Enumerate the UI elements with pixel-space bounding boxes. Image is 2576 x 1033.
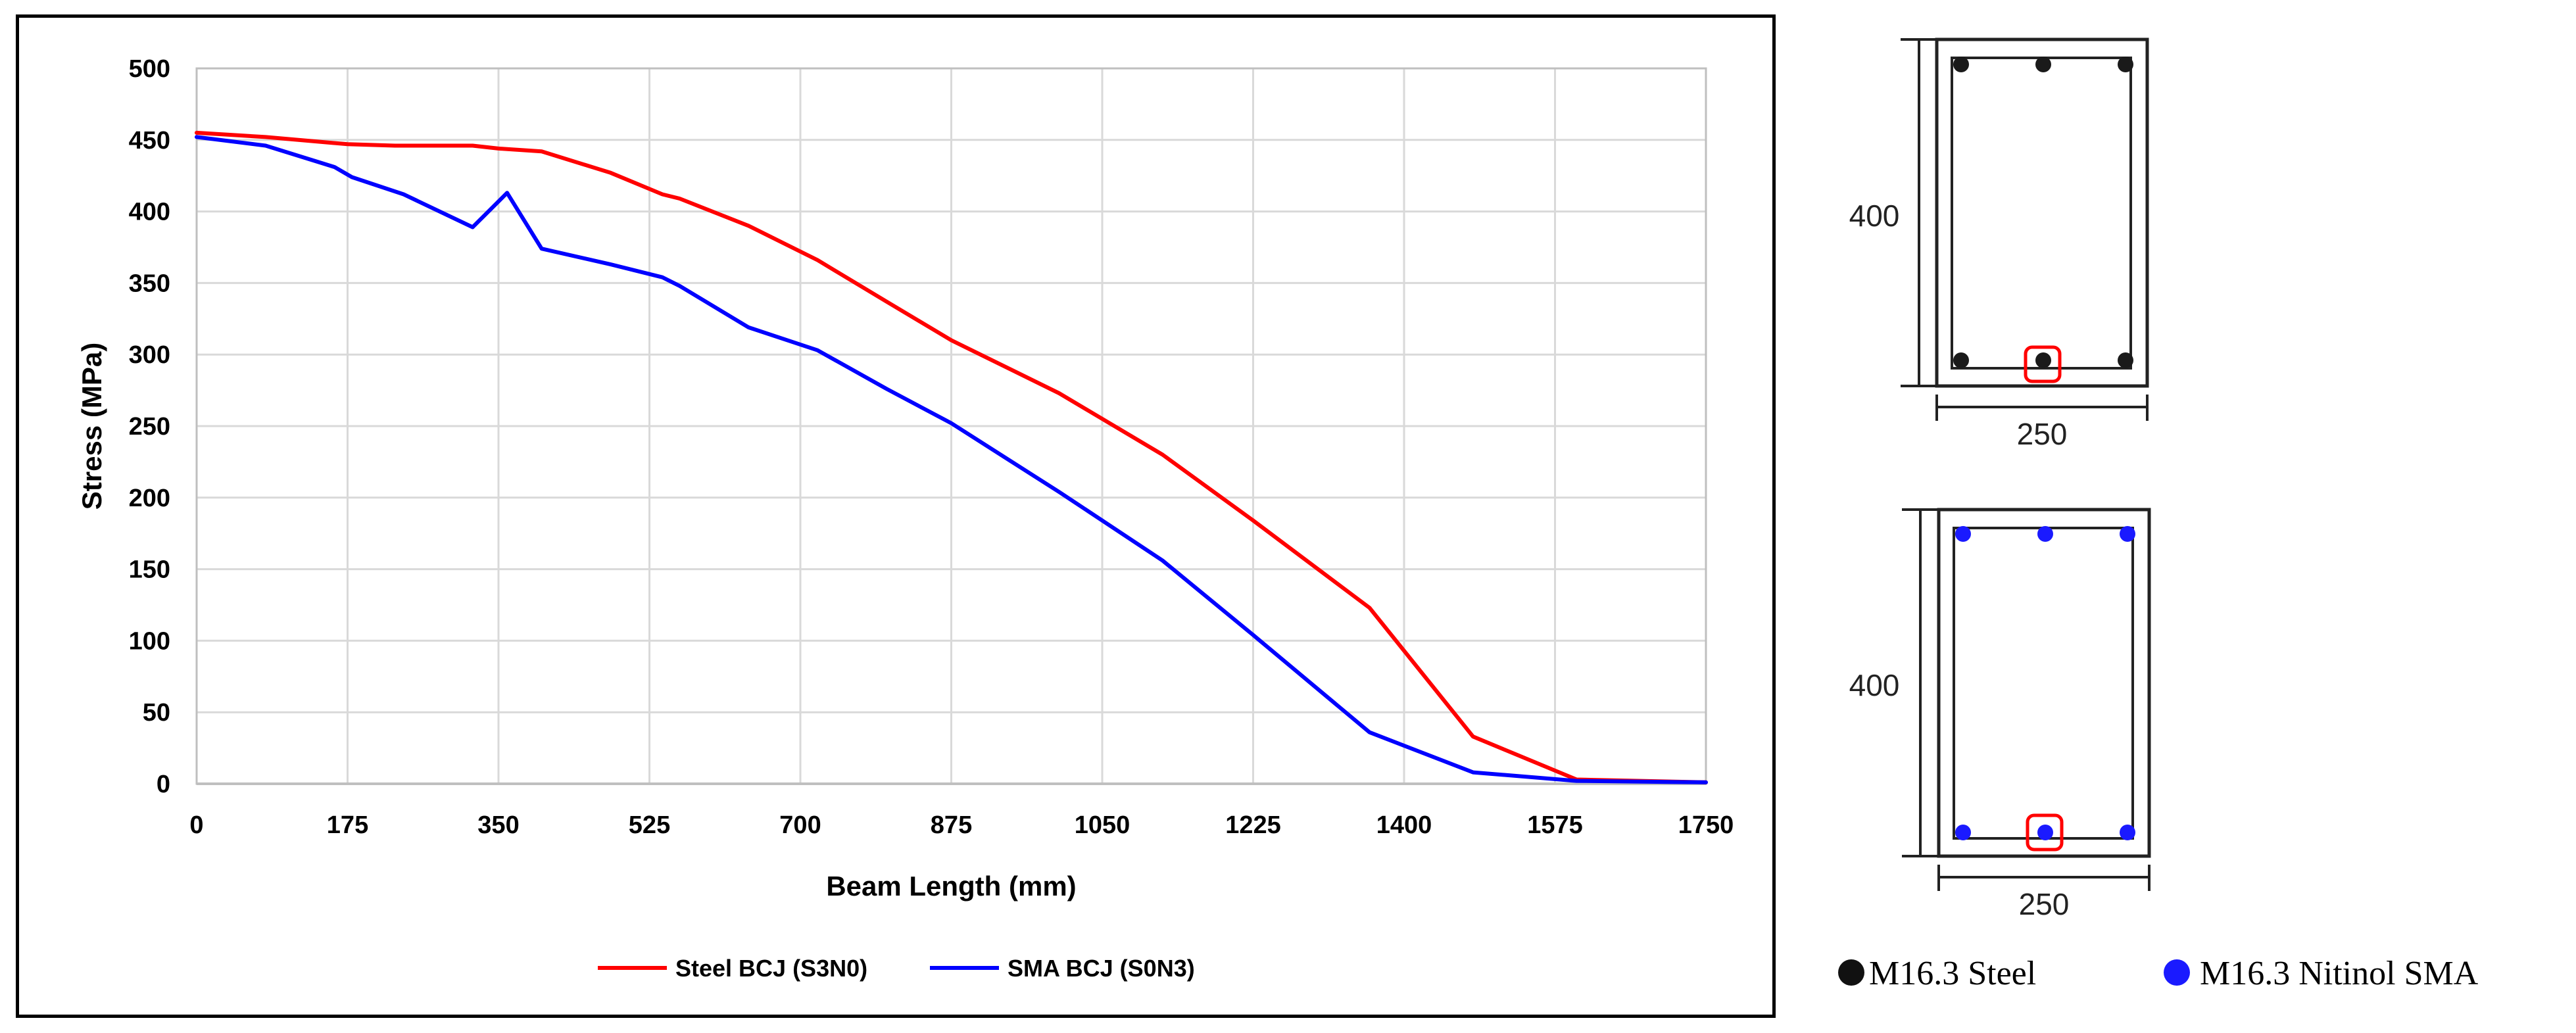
x-tick-label: 0 — [189, 811, 203, 839]
legend-label-steel: Steel BCJ (S3N0) — [675, 955, 867, 982]
height-label: 400 — [1849, 668, 1900, 702]
series-layer — [195, 130, 1708, 784]
width-label: 250 — [2019, 887, 2070, 921]
rebar-top-left — [1953, 57, 1969, 72]
x-tick-label: 1400 — [1376, 811, 1432, 839]
x-tick-label: 1575 — [1527, 811, 1583, 839]
width-label: 250 — [2017, 417, 2068, 451]
x-tick-label: 1050 — [1075, 811, 1130, 839]
chart-panel: 0 50 100 150 200 250 300 350 400 450 500 0 175 350 525… — [16, 14, 1776, 1018]
grid-layer — [195, 67, 1707, 785]
stress-chart: 0 50 100 150 200 250 300 350 400 450 500 0 175 350 525… — [76, 55, 1734, 982]
series-line-steel — [195, 130, 1708, 784]
y-tick-label: 350 — [129, 270, 170, 297]
y-axis-title: Stress (MPa) — [76, 343, 107, 510]
y-tick-label: 100 — [129, 627, 170, 655]
sma-bar-legend-marker — [2164, 959, 2190, 986]
y-tick-label: 450 — [129, 127, 170, 155]
rebar-bottom-middle — [2037, 825, 2053, 840]
y-tick-label: 250 — [129, 413, 170, 441]
highlighted-rebar-box — [2024, 345, 2062, 383]
x-tick-label: 525 — [629, 811, 670, 839]
rebar-top-right — [2120, 526, 2135, 542]
x-tick-label: 1750 — [1678, 811, 1734, 839]
legend-label-sma: SMA BCJ (S0N3) — [1008, 955, 1195, 982]
rebar-bottom-middle — [2035, 352, 2051, 368]
cross-sections: 400 250 400 250 M16.3 Steel — [1838, 37, 2479, 992]
x-tick-label: 875 — [931, 811, 972, 839]
x-tick-label: 700 — [779, 811, 821, 839]
rebar-top-middle — [2035, 57, 2051, 72]
y-tick-label: 300 — [129, 341, 170, 369]
x-tick-label: 1225 — [1225, 811, 1281, 839]
y-tick-label: 0 — [157, 771, 170, 798]
rebar-top-middle — [2037, 526, 2053, 542]
y-tick-label: 50 — [143, 699, 170, 727]
y-tick-label: 400 — [129, 199, 170, 226]
y-tick-label: 500 — [129, 55, 170, 83]
section-inner-outline — [1951, 57, 2132, 370]
x-tick-label: 175 — [327, 811, 368, 839]
x-axis-title: Beam Length (mm) — [826, 871, 1076, 901]
section-inner-outline — [1953, 527, 2134, 840]
section-outer-outline — [1937, 508, 2151, 858]
rebar-bottom-right — [2118, 352, 2133, 368]
series-line-sma — [195, 135, 1708, 784]
y-tick-label: 150 — [129, 556, 170, 584]
sma-section: 400 250 — [1849, 508, 2151, 921]
x-tick-label: 350 — [477, 811, 519, 839]
chart-legend: Steel BCJ (S3N0) SMA BCJ (S0N3) — [598, 955, 1195, 982]
rebar-bottom-right — [2120, 825, 2135, 840]
height-label: 400 — [1849, 199, 1900, 233]
tick-labels: 0 50 100 150 200 250 300 350 400 450 500 0 175 350 525… — [129, 55, 1734, 839]
steel-bar-legend-label: M16.3 Steel — [1869, 955, 2036, 992]
section-outer-outline — [1935, 37, 2149, 388]
rebar-top-left — [1955, 526, 1971, 542]
bar-legend: M16.3 Steel M16.3 Nitinol SMA — [1838, 955, 2479, 992]
rebar-top-right — [2118, 57, 2133, 72]
rebar-bottom-left — [1955, 825, 1971, 840]
y-tick-label: 200 — [129, 485, 170, 512]
steel-section: 400 250 — [1849, 37, 2149, 451]
sma-bar-legend-label: M16.3 Nitinol SMA — [2200, 955, 2479, 992]
steel-bar-legend-marker — [1838, 959, 1864, 986]
highlighted-rebar-box — [2026, 813, 2064, 852]
rebar-bottom-left — [1953, 352, 1969, 368]
